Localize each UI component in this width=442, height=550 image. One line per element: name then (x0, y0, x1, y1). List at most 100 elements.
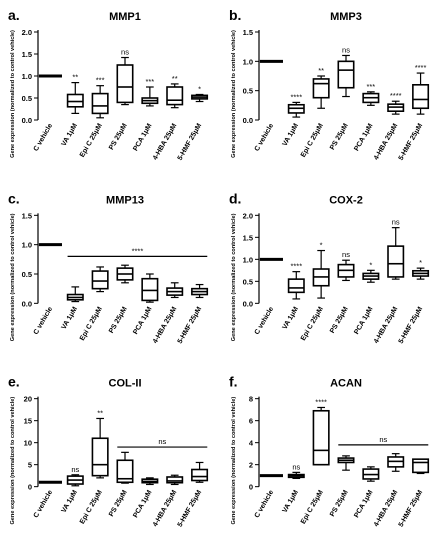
box-2 (287, 271, 305, 300)
significance-label: ns (121, 48, 129, 57)
category-label: 4-HBA 25μM (373, 122, 400, 161)
y-tick-label: 1.5 (243, 28, 253, 37)
y-tick-label: 5 (28, 461, 32, 470)
box-5 (362, 466, 380, 482)
y-tick-label: 0.0 (22, 116, 32, 125)
box-3 (312, 75, 330, 109)
y-tick-label: 10 (24, 439, 32, 448)
box-5 (362, 91, 380, 106)
box-body (412, 84, 430, 110)
category-label: Epi C 25μM (79, 306, 104, 342)
panel-4: d. COX-2 0.0 0.5 1.0 1.5 2.0 Gene expression (n… (229, 190, 430, 345)
box-7 (191, 93, 209, 103)
category-label: PCA 1μM (132, 122, 153, 152)
box-body (312, 78, 330, 99)
significance-label: *** (366, 82, 375, 91)
box-5 (141, 477, 159, 486)
box-3 (91, 266, 109, 293)
y-tick-label: 4 (249, 439, 254, 448)
y-tick-label: 6 (249, 417, 253, 426)
category-label: 5-HMF 25μM (177, 306, 204, 345)
category-label: PCA 1μM (132, 489, 153, 519)
significance-label: * (320, 241, 323, 250)
panel-3: c. MMP13 0.0 0.5 1.0 1.5 Gene expression (norm… (8, 190, 209, 345)
box-7 (191, 461, 209, 483)
y-tick-label: 0.5 (243, 277, 253, 286)
panel-title: COL-II (109, 378, 142, 390)
panel-2: b. MMP3 0.0 0.5 1.0 1.5 Gene expression (norma… (229, 7, 430, 162)
significance-label: **** (390, 91, 402, 100)
box-6 (387, 100, 405, 115)
y-tick-label: 1.5 (22, 211, 32, 220)
box-6 (387, 453, 405, 472)
panel-letter: f. (229, 374, 238, 390)
y-tick-label: 1.5 (243, 233, 253, 242)
category-label: PS 25μM (108, 122, 129, 151)
category-label: VA 1μM (282, 122, 301, 147)
box-body (141, 277, 159, 302)
box-3 (91, 417, 109, 479)
category-label: C vehicle (254, 122, 275, 152)
panel-letter: c. (8, 190, 20, 206)
box-2 (66, 286, 84, 303)
y-tick-label: 2 (249, 461, 253, 470)
significance-label: * (369, 260, 372, 269)
significance-label: **** (290, 92, 302, 101)
significance-label: **** (290, 262, 302, 271)
panel-1: a. MMP1 0.0 0.5 1.0 1.5 2.0 Gene expression (no… (8, 7, 209, 162)
panel-letter: d. (229, 190, 241, 206)
panel-title: MMP3 (330, 11, 362, 23)
y-tick-label: 2.0 (22, 28, 32, 37)
panel-title: COX-2 (329, 194, 363, 206)
y-tick-label: 0.0 (243, 116, 253, 125)
significance-label: ** (318, 66, 324, 75)
box-5 (141, 273, 159, 303)
panel-6: f. ACAN 0 2 4 6 8 Gene expression (normalized t… (229, 374, 430, 528)
panel-5: e. COL-II 0 5 10 15 20 Gene expression (normali… (8, 374, 209, 528)
category-label: 5-HMF 25μM (398, 489, 425, 528)
category-label: VA 1μM (282, 489, 301, 514)
y-tick-label: 0 (28, 483, 32, 492)
box-body (412, 458, 430, 474)
bracket-label: ns (379, 435, 387, 444)
box-body (166, 476, 184, 484)
y-tick-label: 0.5 (22, 94, 32, 103)
category-label: PS 25μM (108, 489, 129, 518)
bracket-label: ns (158, 437, 166, 446)
y-tick-label: 1.0 (22, 241, 32, 250)
box-body (287, 278, 305, 294)
significance-label: ns (342, 45, 350, 54)
box-4 (116, 451, 134, 484)
y-axis-label: Gene expression (normalized to control v… (231, 213, 237, 341)
panel-letter: e. (8, 374, 20, 390)
category-label: PCA 1μM (353, 306, 374, 336)
category-label: PS 25μM (329, 122, 350, 151)
category-label: 4-HBA 25μM (152, 306, 179, 345)
significance-label: **** (415, 63, 427, 72)
bracket-label: **** (132, 246, 144, 255)
y-tick-label: 1.0 (243, 57, 253, 66)
y-tick-label: 0.5 (243, 87, 253, 96)
box-2 (66, 474, 84, 487)
y-tick-label: 0.5 (22, 270, 32, 279)
box-body (387, 245, 405, 278)
category-label: VA 1μM (61, 122, 80, 147)
box-3 (312, 406, 330, 466)
box-4 (337, 455, 355, 471)
box-7 (412, 267, 430, 280)
box-7 (412, 458, 430, 475)
category-label: 4-HBA 25μM (373, 489, 400, 528)
category-label: Epi C 25μM (300, 489, 325, 525)
box-7 (412, 72, 430, 115)
category-label: VA 1μM (61, 489, 80, 514)
significance-label: **** (315, 397, 327, 406)
box-2 (66, 81, 84, 115)
box-body (66, 93, 84, 108)
y-tick-label: 0.0 (243, 299, 253, 308)
y-tick-label: 1.0 (243, 255, 253, 264)
category-label: C vehicle (33, 489, 54, 519)
panel-title: ACAN (330, 378, 362, 390)
box-5 (362, 269, 380, 283)
category-label: 4-HBA 25μM (373, 306, 400, 345)
